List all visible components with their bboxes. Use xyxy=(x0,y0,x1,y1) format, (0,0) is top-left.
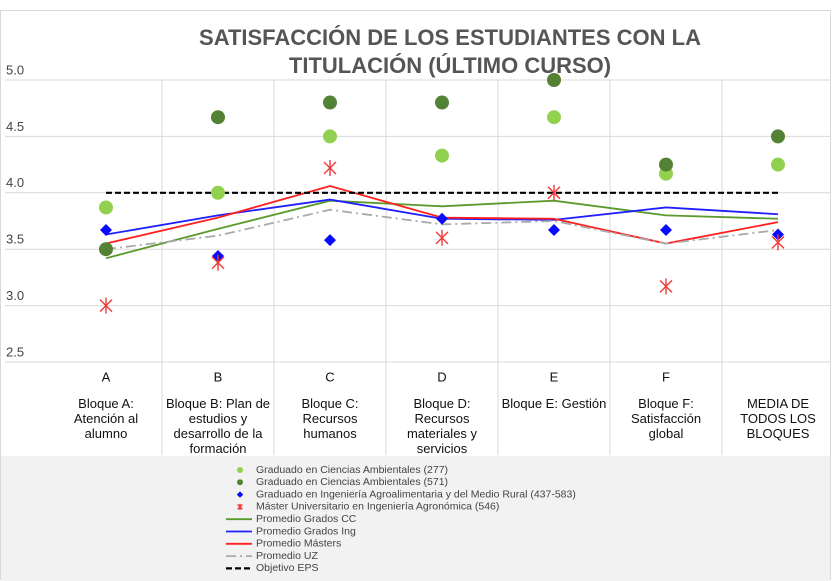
legend-item: Graduado en Ciencias Ambientales (571) xyxy=(237,476,448,488)
marker xyxy=(99,242,113,257)
legend-item: Promedio UZ xyxy=(226,550,318,562)
marker xyxy=(211,110,225,125)
category-name: Bloque E: Gestión xyxy=(501,396,607,411)
x-tick-label: C xyxy=(325,369,334,384)
legend-item: Máster Universitario en Ingeniería Agron… xyxy=(237,501,499,513)
marker xyxy=(547,73,561,87)
marker xyxy=(211,185,225,200)
marker xyxy=(548,224,560,237)
marker xyxy=(660,224,672,237)
marker xyxy=(771,234,785,251)
legend-background xyxy=(1,456,830,581)
legend-swatch xyxy=(236,491,244,498)
legend-swatch xyxy=(237,467,243,473)
marker xyxy=(436,212,448,225)
legend-item: Promedio Másters xyxy=(226,538,341,550)
legend-item: Promedio Grados CC xyxy=(226,513,357,525)
legend-label: Promedio Másters xyxy=(256,538,341,550)
y-tick-label: 3.5 xyxy=(6,232,24,247)
x-tick-label: F xyxy=(662,369,670,384)
category-name: Bloque D: Recursos materiales y servicio… xyxy=(406,396,478,456)
y-tick-label: 5.0 xyxy=(6,62,24,77)
marker xyxy=(435,148,449,163)
marker xyxy=(659,157,673,172)
category-name: Bloque C: Recursos humanos xyxy=(301,396,359,441)
marker xyxy=(100,224,112,237)
legend-label: Graduado en Ingeniería Agroalimentaria y… xyxy=(256,488,576,500)
x-tick-label: D xyxy=(437,369,446,384)
category-name: Bloque F: Satisfacción global xyxy=(630,396,702,441)
y-tick-label: 4.5 xyxy=(6,119,24,134)
legend-swatch xyxy=(237,479,243,486)
legend-swatch xyxy=(237,503,243,511)
y-tick-label: 3.0 xyxy=(6,288,24,303)
marker xyxy=(435,95,449,110)
marker xyxy=(547,110,561,125)
series-line xyxy=(105,199,779,260)
marker xyxy=(99,297,113,314)
legend-label: Graduado en Ciencias Ambientales (571) xyxy=(256,476,448,488)
marker xyxy=(323,129,337,144)
legend-item: Objetivo EPS xyxy=(226,562,318,574)
legend-label: Promedio UZ xyxy=(256,550,318,562)
category-name: MEDIA DE TODOS LOS BLOQUES xyxy=(740,396,816,441)
category-name: Bloque B: Plan de estudios y desarrollo … xyxy=(165,396,271,456)
x-tick-label: E xyxy=(550,369,559,384)
marker xyxy=(771,129,785,144)
legend-label: Promedio Grados Ing xyxy=(256,525,356,537)
legend-label: Objetivo EPS xyxy=(256,562,318,574)
marker xyxy=(211,254,225,271)
marker xyxy=(324,234,336,247)
marker xyxy=(771,157,785,172)
chart-title: SATISFACCIÓN DE LOS ESTUDIANTES CON LA T… xyxy=(199,25,701,78)
legend-label: Graduado en Ciencias Ambientales (277) xyxy=(256,464,448,476)
legend-item: Graduado en Ciencias Ambientales (277) xyxy=(237,464,448,476)
marker xyxy=(99,200,113,215)
y-tick-label: 2.5 xyxy=(6,344,24,359)
legend-label: Promedio Grados CC xyxy=(256,513,357,525)
marker xyxy=(435,229,449,246)
marker xyxy=(323,159,337,176)
y-tick-label: 4.0 xyxy=(6,175,24,190)
legend-label: Máster Universitario en Ingeniería Agron… xyxy=(256,501,499,513)
marker xyxy=(659,278,673,295)
x-tick-label: A xyxy=(102,369,111,384)
legend-item: Promedio Grados Ing xyxy=(226,525,356,537)
marker xyxy=(547,184,561,201)
legend-item: Graduado en Ingeniería Agroalimentaria y… xyxy=(236,488,576,500)
x-tick-label: B xyxy=(214,369,223,384)
marker xyxy=(323,95,337,110)
category-name: Bloque A: Atención al alumno xyxy=(73,396,139,441)
